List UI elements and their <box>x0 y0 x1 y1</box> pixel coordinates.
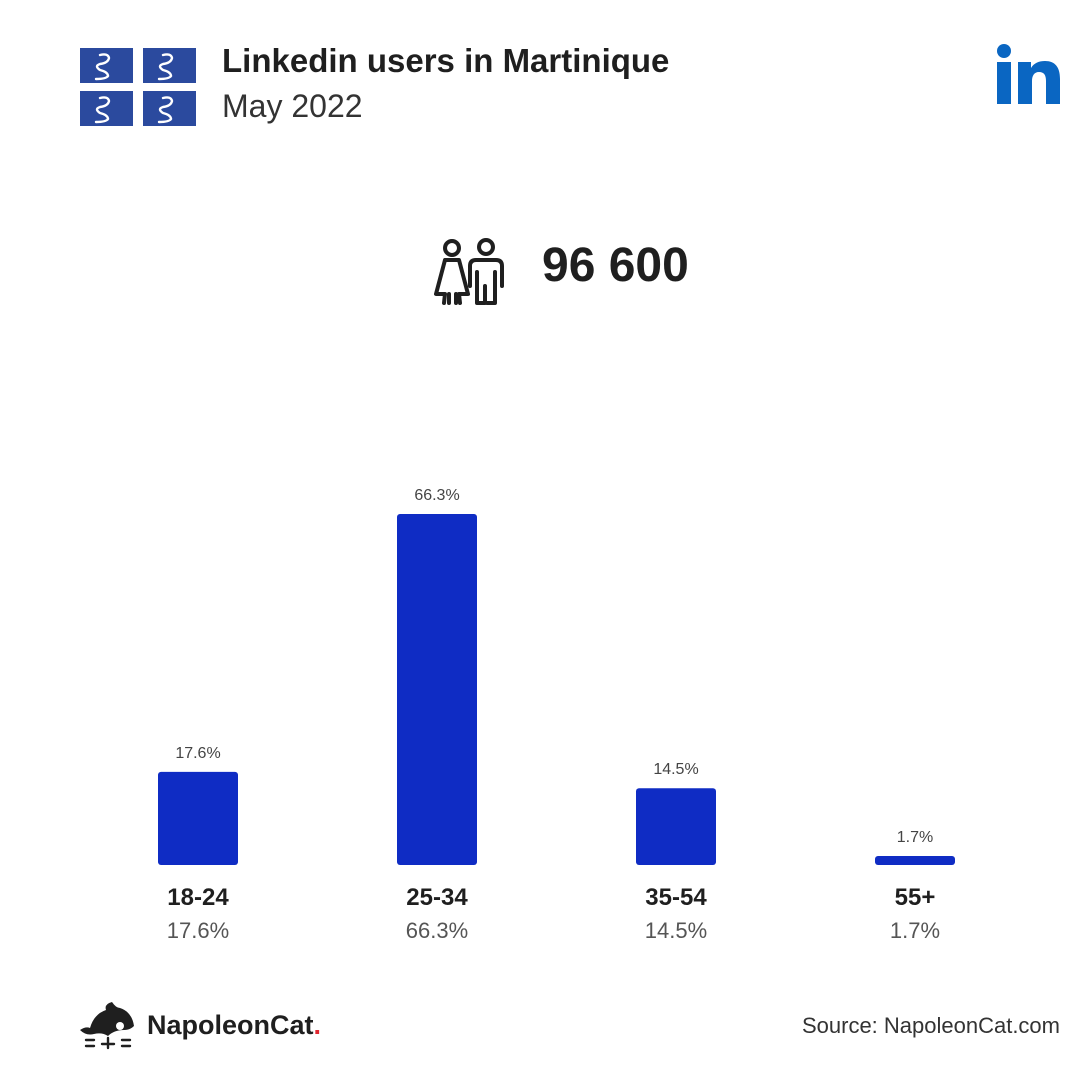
bar-value-label: 66.3% <box>414 487 459 504</box>
people-icon <box>434 238 504 305</box>
brand-name-text: NapoleonCat <box>147 1010 314 1040</box>
bar-35-54 <box>636 788 716 865</box>
page-subtitle: May 2022 <box>222 88 363 124</box>
source-credit: Source: NapoleonCat.com <box>801 1013 1060 1038</box>
total-users-value: 96 600 <box>542 239 689 292</box>
category-percent-label: 14.5% <box>645 918 707 943</box>
category-label: 35-54 <box>645 884 707 911</box>
category-percent-label: 66.3% <box>406 918 468 943</box>
napoleoncat-logo-icon <box>80 1002 134 1050</box>
bar-18-24 <box>158 771 238 865</box>
bar-value-label: 17.6% <box>175 745 220 762</box>
category-label: 25-34 <box>406 884 468 911</box>
linkedin-logo-icon <box>997 44 1060 104</box>
bar-value-label: 14.5% <box>653 761 698 778</box>
bar-55+ <box>875 856 955 865</box>
martinique-flag-icon <box>78 46 198 128</box>
brand-dot: . <box>313 1010 322 1040</box>
category-label: 18-24 <box>167 884 229 911</box>
category-percent-label: 1.7% <box>890 918 940 943</box>
bar-25-34 <box>397 514 477 865</box>
bars-layer: 17.6% 18-24 17.6% 66.3% 25-34 66.3% 14.5% 35-54… <box>158 487 955 943</box>
page-title: Linkedin users in Martinique <box>222 42 670 79</box>
brand-name: NapoleonCat. <box>147 1010 321 1041</box>
category-percent-label: 17.6% <box>167 918 229 943</box>
category-label: 55+ <box>895 884 936 911</box>
bar-value-label: 1.7% <box>897 829 933 846</box>
